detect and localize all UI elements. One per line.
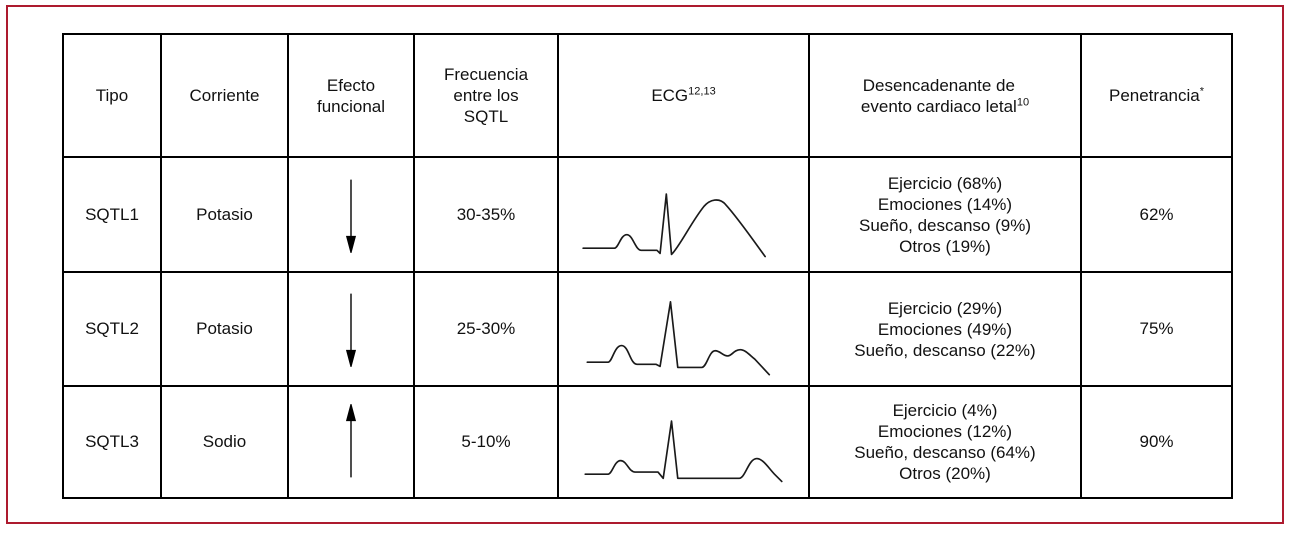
cell-corriente: Sodio — [160, 385, 289, 499]
table-header-row: Tipo Corriente Efecto funcional Frecuenc… — [62, 33, 1233, 158]
ecg-trace-broad-t-icon — [581, 192, 766, 257]
cell-tipo: SQTL1 — [62, 156, 162, 273]
sqtl3-penetrance: 90% — [1139, 432, 1174, 451]
cell-desencadenante: Ejercicio (68%) Emociones (14%) Sueño, d… — [808, 156, 1082, 273]
sqtl1-triggers: Ejercicio (68%) Emociones (14%) Sueño, d… — [859, 173, 1031, 256]
cell-efecto — [287, 156, 415, 273]
header-penetrancia-asterisk: * — [1199, 84, 1204, 97]
sqtl2-frequency: 25-30% — [456, 319, 516, 338]
header-frecuencia: Frecuencia entre los SQTL — [413, 33, 559, 158]
table-row-sqtl1: SQTL1 Potasio 30-35% Ejercicio (68%) Emo… — [62, 156, 1233, 273]
sqtl3-type: SQTL3 — [85, 432, 139, 451]
cell-frecuencia: 30-35% — [413, 156, 559, 273]
header-corriente: Corriente — [160, 33, 289, 158]
sqtl2-current: Potasio — [196, 319, 253, 338]
ecg-trace-notched-t-icon — [585, 301, 770, 376]
header-desencadenante-reference-superscript: 10 — [1016, 95, 1030, 108]
header-ecg-label: ECG — [651, 85, 689, 105]
cell-desencadenante: Ejercicio (29%) Emociones (49%) Sueño, d… — [808, 271, 1082, 387]
sqtl3-triggers: Ejercicio (4%) Emociones (12%) Sueño, de… — [854, 401, 1036, 483]
sqtl1-type: SQTL1 — [85, 204, 139, 224]
header-ecg-reference-superscript: 12,13 — [688, 84, 716, 97]
header-efecto-label: Efecto funcional — [316, 75, 386, 116]
header-corriente-label: Corriente — [189, 86, 260, 105]
sqtl2-triggers: Ejercicio (29%) Emociones (49%) Sueño, d… — [854, 298, 1036, 360]
cell-corriente: Potasio — [160, 156, 289, 273]
sqtl3-frequency: 5-10% — [461, 432, 511, 451]
header-ecg: ECG12,13 — [557, 33, 810, 158]
cell-tipo: SQTL2 — [62, 271, 162, 387]
cell-desencadenante: Ejercicio (4%) Emociones (12%) Sueño, de… — [808, 385, 1082, 499]
header-efecto-funcional: Efecto funcional — [287, 33, 415, 158]
cell-ecg — [557, 385, 810, 499]
ecg-trace-late-t-icon — [583, 420, 783, 483]
header-desencadenante-label: Desencadenante de evento cardiaco letal — [860, 75, 1017, 116]
cell-ecg — [557, 156, 810, 273]
table-row-sqtl3: SQTL3 Sodio 5-10% Ejercicio (4%) Emocion… — [62, 385, 1233, 499]
sqtl1-current: Potasio — [196, 204, 253, 224]
header-frecuencia-label: Frecuencia entre los SQTL — [443, 65, 529, 126]
sqtl3-current: Sodio — [202, 432, 247, 451]
down-arrow-icon — [345, 179, 357, 253]
header-desencadenante: Desencadenante de evento cardiaco letal1… — [808, 33, 1082, 158]
sqtl-comparison-table: Tipo Corriente Efecto funcional Frecuenc… — [62, 33, 1233, 499]
sqtl2-type: SQTL2 — [85, 319, 139, 338]
cell-tipo: SQTL3 — [62, 385, 162, 499]
header-penetrancia-label: Penetrancia — [1108, 85, 1200, 105]
header-penetrancia: Penetrancia* — [1080, 33, 1233, 158]
sqtl2-penetrance: 75% — [1139, 319, 1174, 338]
cell-corriente: Potasio — [160, 271, 289, 387]
cell-frecuencia: 5-10% — [413, 385, 559, 499]
down-arrow-icon — [345, 293, 357, 367]
up-arrow-icon — [345, 404, 357, 478]
sqtl1-penetrance: 62% — [1139, 204, 1174, 224]
header-tipo: Tipo — [62, 33, 162, 158]
cell-penetrancia: 90% — [1080, 385, 1233, 499]
cell-efecto — [287, 385, 415, 499]
sqtl1-frequency: 30-35% — [456, 204, 516, 224]
cell-penetrancia: 62% — [1080, 156, 1233, 273]
table-row-sqtl2: SQTL2 Potasio 25-30% Ejercicio (29%) Emo… — [62, 271, 1233, 387]
cell-ecg — [557, 271, 810, 387]
cell-penetrancia: 75% — [1080, 271, 1233, 387]
header-tipo-label: Tipo — [95, 86, 129, 105]
cell-frecuencia: 25-30% — [413, 271, 559, 387]
cell-efecto — [287, 271, 415, 387]
